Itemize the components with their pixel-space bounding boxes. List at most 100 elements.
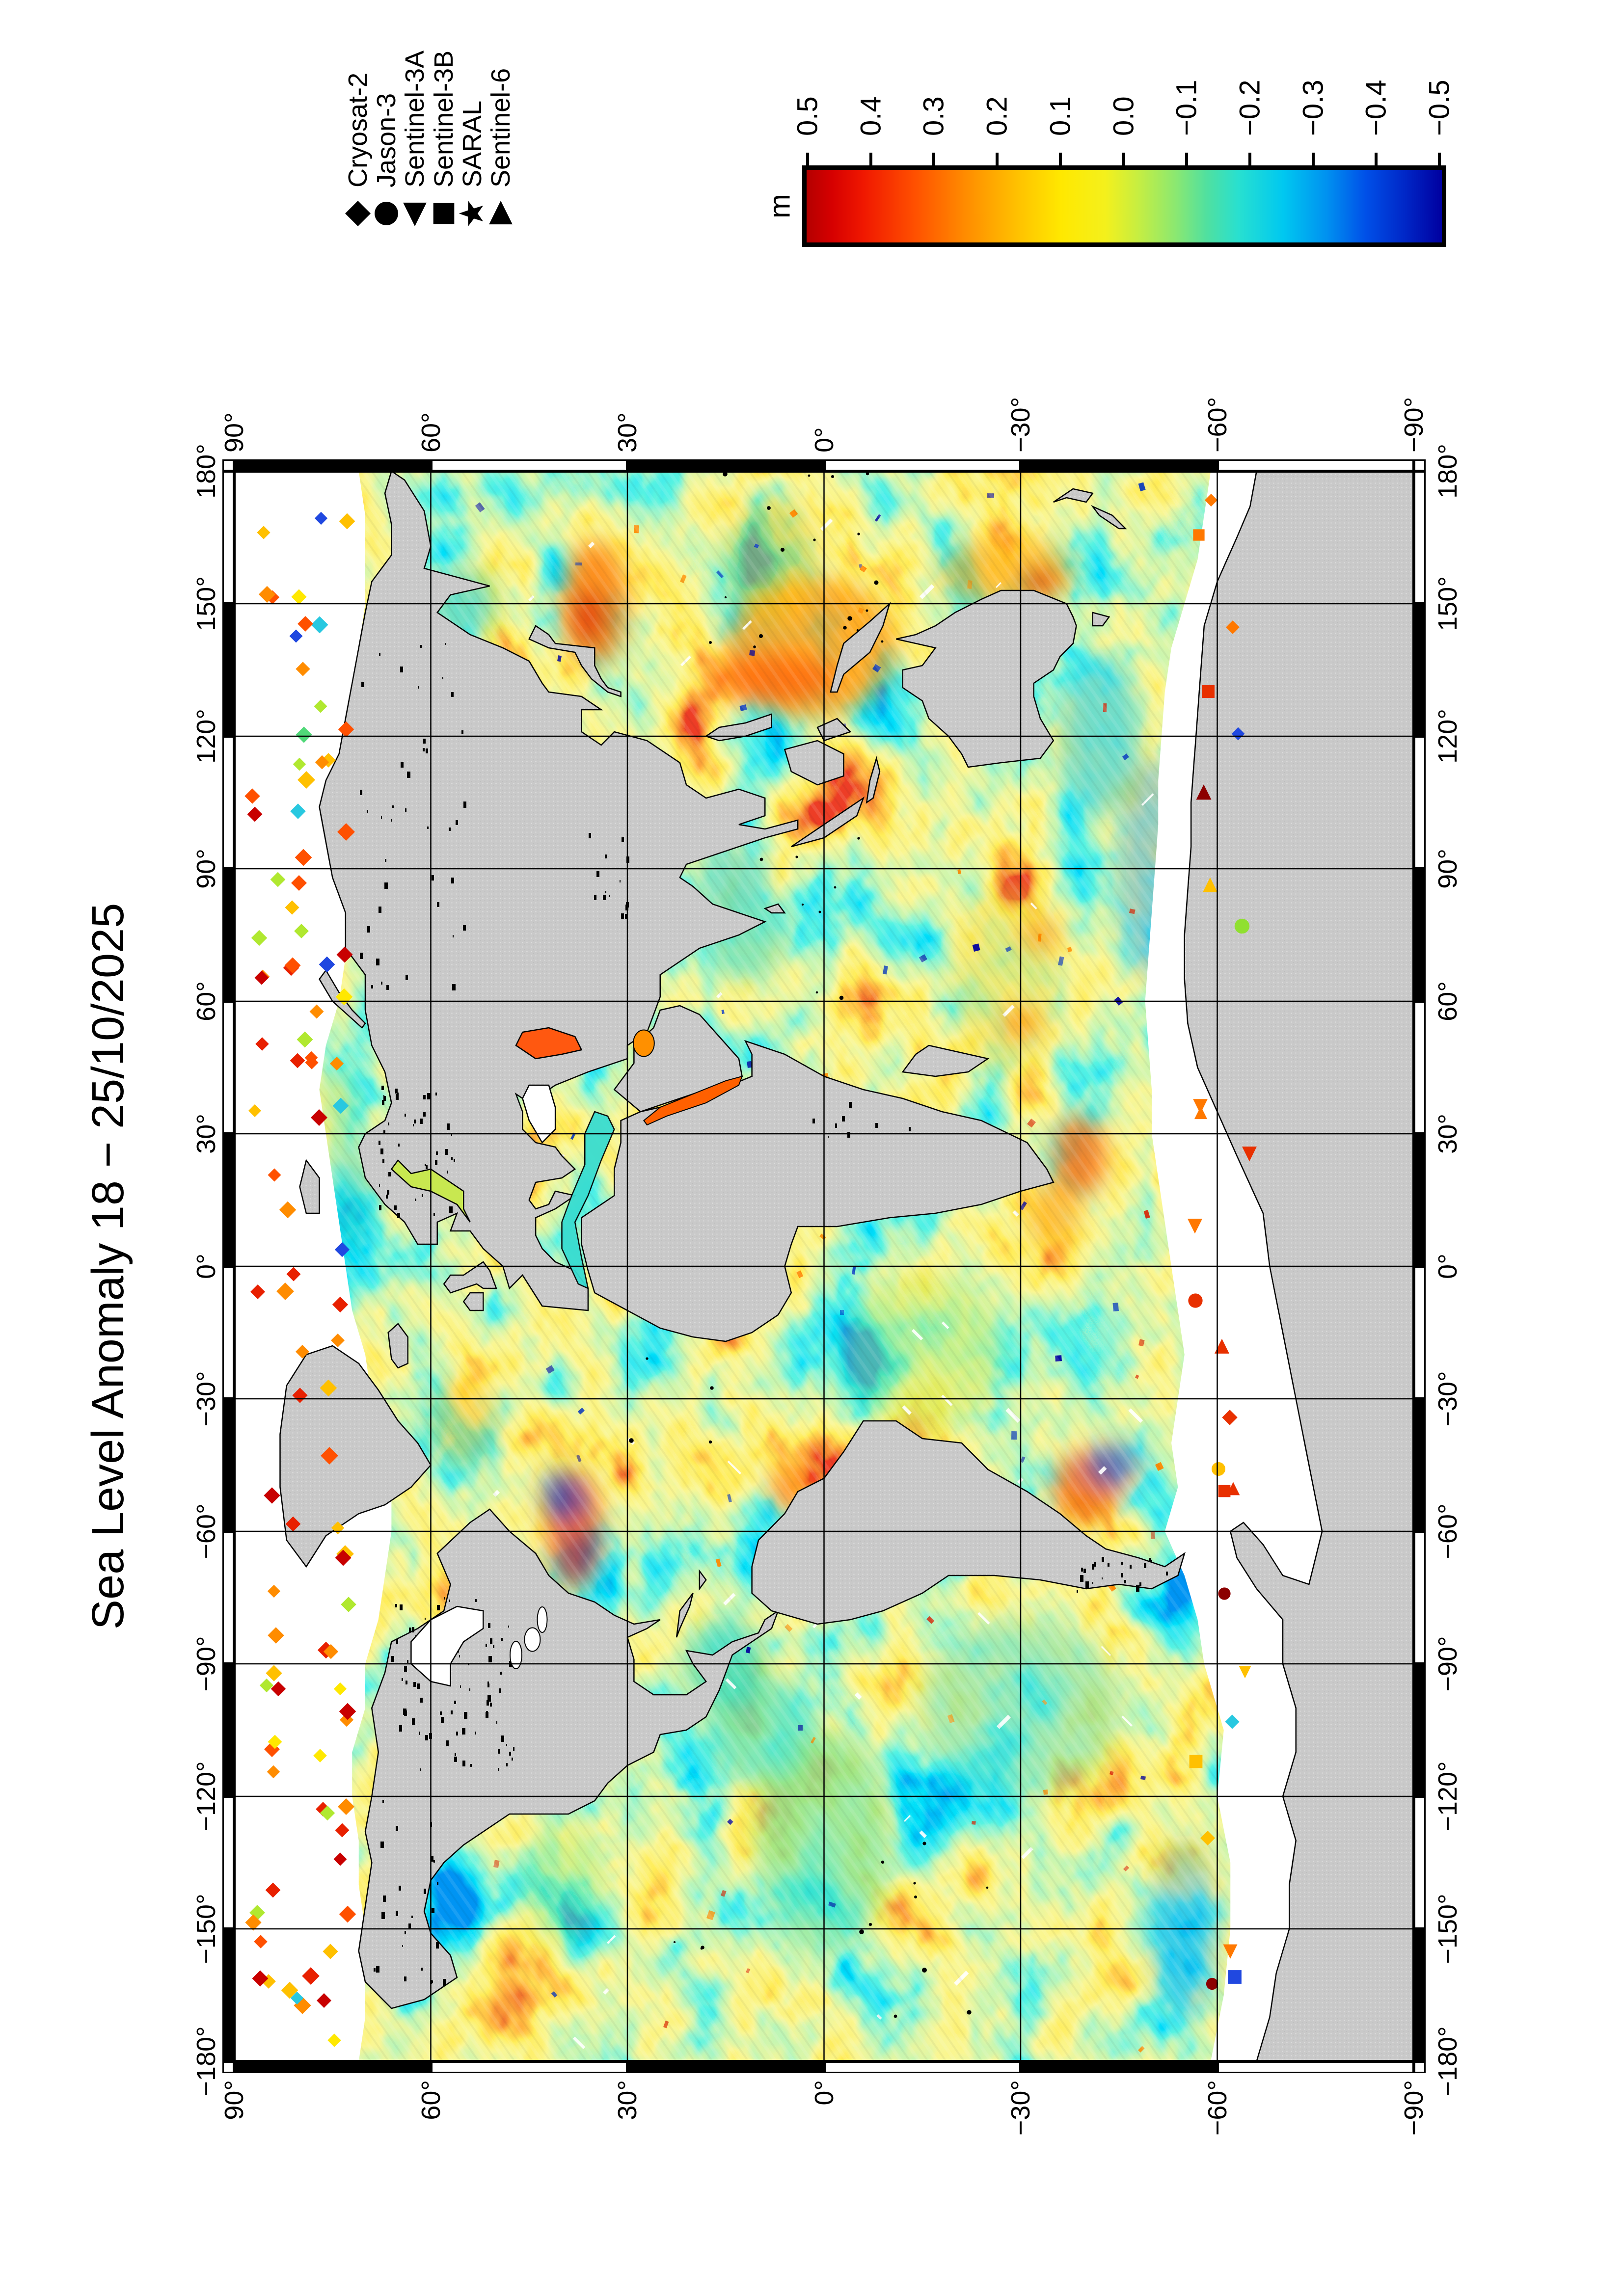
lat-axis-label-left: −90° — [1399, 2080, 1429, 2136]
land-sulawesi — [816, 718, 852, 742]
map-border — [234, 471, 1414, 2061]
frame-segment-top — [222, 1399, 234, 1531]
land-cuba — [676, 1593, 694, 1638]
land-hispaniola — [699, 1569, 707, 1591]
colorbar-tick-label: −0.4 — [1360, 80, 1392, 136]
frame-segment-top — [222, 1796, 234, 1929]
lon-axis-label-bottom: 0° — [1433, 1254, 1462, 1279]
frame-segment-right — [824, 459, 1021, 471]
graticule — [234, 471, 1414, 2061]
lon-axis-label-bottom: −150° — [1433, 1894, 1462, 1964]
land-borneo — [784, 740, 844, 786]
lat-axis-label-right: 90° — [219, 412, 249, 453]
colorbar-frame — [802, 165, 1446, 247]
colorbar-unit: m — [763, 194, 796, 218]
land-ireland — [462, 1292, 484, 1311]
lon-axis-label-top: −180° — [191, 2026, 221, 2097]
lon-axis-label-bottom: 180° — [1433, 444, 1462, 499]
lat-axis-label-right: −90° — [1399, 397, 1429, 453]
lat-axis-label-left: 60° — [416, 2080, 446, 2120]
land-japan — [528, 625, 622, 697]
frame-segment-bottom — [1414, 1664, 1426, 1796]
lon-axis-label-bottom: 90° — [1433, 849, 1462, 889]
legend-label: Sentinel-3A — [400, 50, 430, 187]
land-java — [866, 756, 881, 804]
map-layers — [234, 471, 1414, 2061]
mediterranean-sea — [561, 1111, 615, 1290]
lon-axis-label-bottom: −90° — [1433, 1636, 1462, 1692]
frame-segment-bottom — [1414, 604, 1426, 736]
frame-segment-bottom — [1414, 471, 1426, 604]
frame-segment-bottom — [1414, 1531, 1426, 1664]
frame-segment-left — [1021, 2061, 1217, 2073]
lon-axis-label-bottom: −120° — [1433, 1761, 1462, 1832]
colorbar-tick-label: 0.4 — [855, 96, 887, 136]
colorbar-tick — [869, 153, 872, 165]
lat-axis-label-left: 0° — [809, 2080, 839, 2106]
lon-axis-label-top: 30° — [191, 1114, 221, 1154]
colorbar-tick — [1122, 153, 1125, 165]
frame-segment-right — [1021, 459, 1217, 471]
frame-segment-bottom — [1414, 1399, 1426, 1531]
legend-label: Sentinel-3B — [429, 50, 459, 187]
land-australia — [896, 589, 1077, 768]
lon-axis-label-top: 120° — [191, 709, 221, 764]
great-lakes — [510, 1606, 548, 1669]
frame-segment-top — [222, 471, 234, 604]
frame-segment-bottom — [1414, 1796, 1426, 1929]
lon-axis-label-bottom: 120° — [1433, 709, 1462, 764]
land-newguinea — [830, 602, 891, 693]
lat-axis-label-left: 30° — [613, 2080, 642, 2120]
legend-label: Sentinel-6 — [486, 68, 515, 187]
colorbar-tick — [1248, 153, 1251, 165]
colorbar-tick — [1438, 153, 1441, 165]
land-tasmania — [1092, 612, 1110, 627]
colorbar-tick-label: −0.2 — [1234, 80, 1266, 136]
land-uk — [443, 1261, 497, 1294]
figure-title: Sea Level Anomaly 18 − 25/10/2025 — [83, 903, 133, 1630]
colorbar-tick-label: 0.3 — [918, 96, 950, 136]
frame-segment-top — [222, 1266, 234, 1399]
colorbar-tick-label: −0.1 — [1170, 80, 1203, 136]
lon-axis-label-top: 150° — [191, 576, 221, 631]
colorbar-tick — [1311, 153, 1315, 165]
frame-segment-top — [222, 1531, 234, 1664]
triangle-left-icon — [403, 202, 427, 226]
legend-item: Sentinel-3A — [400, 50, 430, 228]
lon-axis-label-bottom: 30° — [1433, 1114, 1462, 1154]
frame-segment-top — [222, 736, 234, 869]
frame-segment-bottom — [1414, 1134, 1426, 1266]
colorbar-tick — [1375, 153, 1378, 165]
frame-segment-left — [431, 2061, 627, 2073]
frame-corner — [222, 2061, 234, 2073]
colorbar-tick — [932, 153, 936, 165]
diamond-icon — [345, 201, 371, 226]
legend-item: Jason-3 — [372, 51, 401, 228]
land-iceland — [387, 1323, 409, 1369]
frame-segment-top — [222, 1929, 234, 2061]
legend-item: Sentinel-3B — [429, 50, 459, 228]
frame-corner — [1414, 2061, 1426, 2073]
colorbar-tick — [806, 153, 809, 165]
frame-segment-bottom — [1414, 869, 1426, 1001]
frame-segment-top — [222, 869, 234, 1001]
legend-label: Cryosat-2 — [343, 72, 373, 187]
lon-axis-label-bottom: −60° — [1433, 1503, 1462, 1559]
lon-axis-label-top: −60° — [191, 1503, 221, 1559]
land-nz2 — [1090, 505, 1127, 530]
lon-axis-label-bottom: −180° — [1433, 2026, 1462, 2097]
land-samerica — [751, 1420, 1186, 1625]
frame-segment-top — [222, 1134, 234, 1266]
lat-axis-label-right: 30° — [613, 412, 642, 453]
lat-axis-label-left: −30° — [1006, 2080, 1035, 2136]
frame-segment-bottom — [1414, 1001, 1426, 1134]
caspian-sea — [515, 1027, 583, 1060]
frame-segment-bottom — [1414, 1929, 1426, 2061]
legend-label: SARAL — [457, 100, 487, 187]
frame-corner — [222, 459, 234, 471]
frame-segment-left — [234, 2061, 431, 2073]
lat-axis-label-left: −60° — [1202, 2080, 1232, 2136]
lon-axis-label-top: −120° — [191, 1761, 221, 1832]
lon-axis-label-top: 60° — [191, 981, 221, 1021]
